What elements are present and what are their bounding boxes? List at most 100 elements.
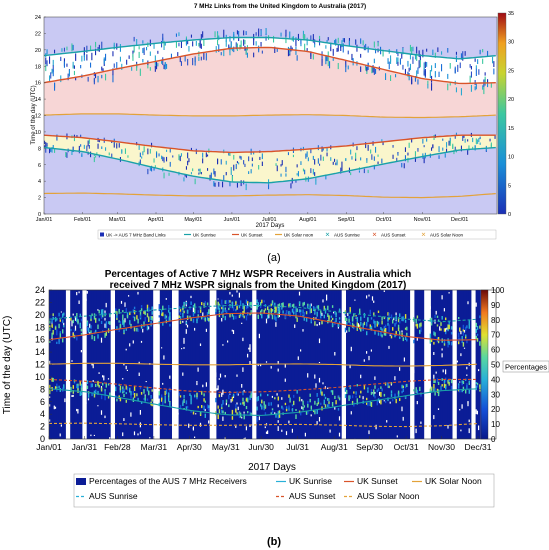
heatmap-cell [264, 412, 267, 416]
heatmap-cell [192, 428, 194, 431]
heatmap-cell [177, 412, 179, 415]
heatmap-cell [224, 375, 226, 378]
link-point [330, 43, 332, 52]
link-point [382, 49, 384, 56]
link-point [462, 135, 464, 141]
heatmap-cell [406, 332, 408, 336]
heatmap-cell [338, 317, 341, 320]
link-point [198, 168, 200, 172]
heatmap-column [362, 290, 366, 439]
link-point [449, 82, 451, 86]
panel-b-ylabel: Time of the day (UTC) [2, 316, 13, 415]
heatmap-cell [178, 305, 180, 309]
evening-gap-area [44, 37, 497, 84]
heatmap-cell [475, 385, 477, 391]
heatmap-cell [140, 305, 143, 308]
heatmap-cell [271, 300, 274, 304]
link-point [447, 48, 449, 53]
link-point [198, 56, 200, 61]
heatmap-cell [362, 396, 364, 400]
heatmap-cell [208, 407, 210, 411]
heatmap-cell [335, 317, 337, 322]
heatmap-cell [282, 407, 284, 411]
heatmap-cell [344, 394, 347, 399]
heatmap-cell [420, 327, 422, 332]
heatmap-cell [239, 300, 242, 306]
heatmap-cell [143, 310, 145, 314]
link-point [460, 53, 462, 60]
heatmap-cell [132, 391, 135, 395]
heatmap-cell [281, 397, 283, 400]
link-point [287, 46, 289, 51]
link-point [255, 41, 257, 46]
link-point [441, 64, 443, 72]
heatmap-cell [402, 416, 404, 421]
heatmap-cell [261, 314, 263, 319]
heatmap-cell [91, 363, 93, 366]
link-point [355, 152, 357, 159]
y-tick-label: 16 [35, 81, 41, 87]
heatmap-cell [192, 426, 194, 430]
heatmap-cell [143, 321, 145, 327]
heatmap-cell [222, 416, 224, 421]
heatmap-cell [242, 367, 244, 372]
heatmap-cell [370, 349, 372, 352]
heatmap-cell [143, 389, 145, 394]
heatmap-cell [194, 327, 196, 331]
link-point [373, 41, 375, 48]
link-point [427, 80, 429, 85]
link-point [419, 54, 421, 61]
link-point [494, 135, 496, 139]
link-point [302, 30, 304, 39]
colorbar-tick-label: 10 [491, 420, 500, 429]
link-point [296, 164, 298, 168]
heatmap-cell [437, 392, 440, 397]
heatmap-cell [390, 393, 393, 397]
link-point [448, 140, 450, 146]
heatmap-cell [256, 299, 258, 304]
heatmap-cell [93, 434, 95, 436]
link-point [111, 140, 113, 143]
link-point [138, 46, 140, 50]
caption-b: (b) [267, 536, 281, 548]
heatmap-cell [217, 405, 219, 409]
heatmap-cell [338, 397, 341, 401]
heatmap-cell [447, 324, 449, 330]
link-point [479, 49, 481, 55]
link-point [401, 163, 403, 168]
heatmap-cell [429, 389, 432, 393]
heatmap-cell [381, 388, 383, 392]
link-point [223, 149, 225, 154]
heatmap-cell [318, 377, 321, 383]
link-point [474, 86, 476, 91]
heatmap-cell [56, 341, 58, 344]
link-point [396, 57, 398, 64]
heatmap-cell [201, 390, 203, 395]
link-point [321, 59, 323, 66]
heatmap-cell [467, 301, 469, 305]
heatmap-cell [293, 400, 295, 406]
heatmap-cell [248, 347, 250, 350]
heatmap-cell [158, 395, 160, 399]
heatmap-cell [402, 388, 404, 392]
heatmap-cell [237, 406, 239, 411]
heatmap-cell [49, 327, 51, 332]
heatmap-cell [275, 316, 277, 322]
panel-b: Percentages of Active 7 MHz WSPR Receive… [2, 269, 549, 548]
heatmap-cell [122, 320, 124, 325]
heatmap-cell [302, 329, 304, 332]
link-point [390, 75, 392, 81]
link-point [45, 57, 47, 65]
link-point [327, 51, 329, 59]
link-point [46, 144, 48, 148]
heatmap-cell [243, 411, 245, 414]
heatmap-cell [125, 399, 127, 403]
heatmap-cell [328, 403, 330, 408]
heatmap-cell [475, 302, 477, 307]
link-point [442, 147, 444, 151]
heatmap-cell [390, 335, 393, 339]
heatmap-cell [49, 384, 51, 389]
heatmap-cell [256, 406, 258, 411]
heatmap-cell [310, 319, 312, 322]
